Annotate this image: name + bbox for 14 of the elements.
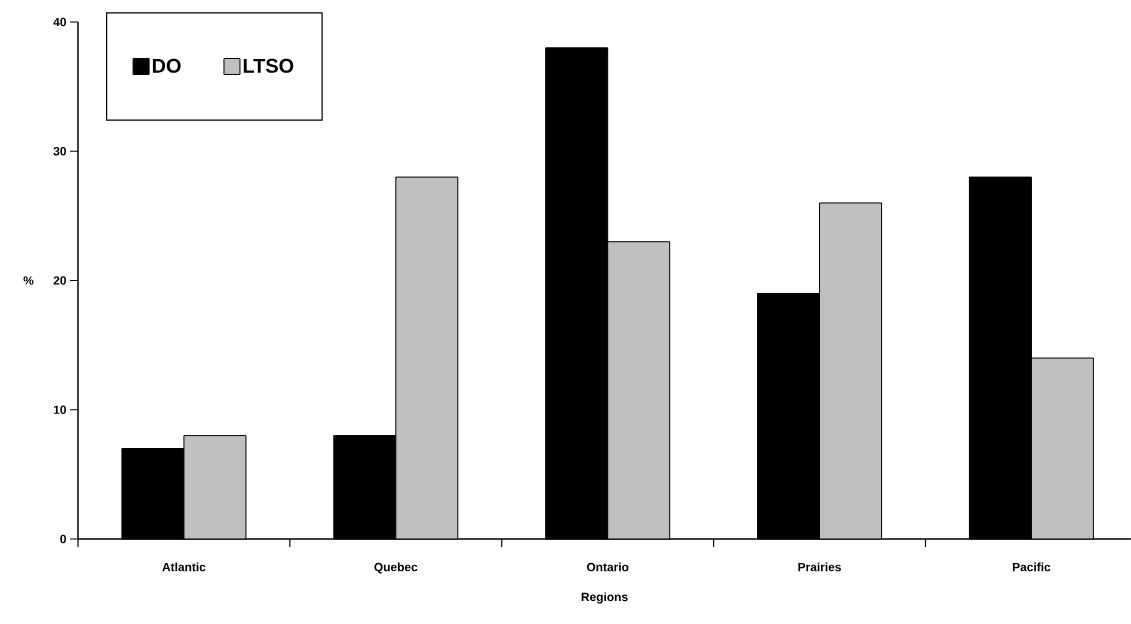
y-axis-title: %	[23, 276, 34, 285]
y-tick-label: 30	[53, 147, 66, 156]
legend-label: LTSO	[243, 58, 294, 73]
x-tick-label: Quebec	[374, 562, 418, 574]
y-tick-label: 40	[53, 17, 66, 27]
x-tick-label: Pacific	[1012, 562, 1051, 572]
x-tick-label: Atlantic	[162, 562, 206, 572]
legend-label: DO	[152, 58, 181, 73]
x-tick-label: Prairies	[798, 562, 841, 572]
x-tick-label: Ontario	[586, 562, 629, 572]
y-tick-label: 0	[60, 534, 66, 544]
x-axis-title: Regions	[581, 592, 628, 604]
y-tick-label: 10	[53, 405, 66, 414]
y-tick-label: 20	[53, 276, 66, 285]
